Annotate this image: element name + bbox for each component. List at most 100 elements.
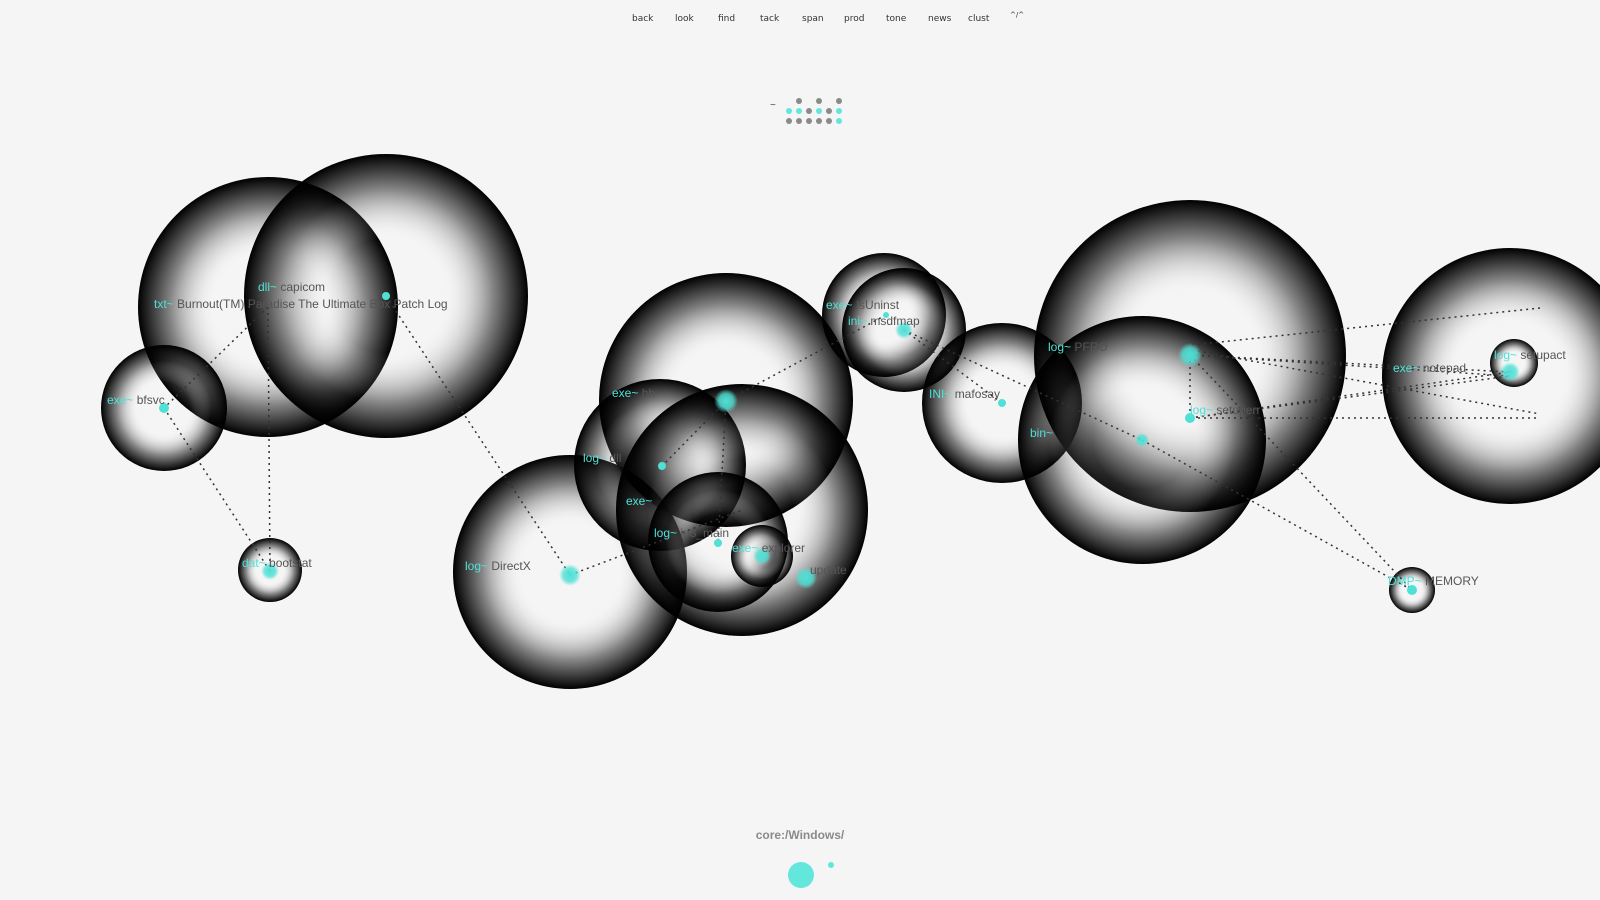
nav-clust[interactable]: clust xyxy=(968,14,990,24)
node-label-capicom[interactable]: dll~ capicom xyxy=(258,280,325,294)
core-node-small-icon[interactable] xyxy=(828,862,834,868)
link-capicom-directx xyxy=(385,295,571,576)
grid-dot[interactable] xyxy=(816,108,822,114)
node-label-bootstat[interactable]: dat~ bootstat xyxy=(242,556,312,570)
grid-dot[interactable] xyxy=(826,118,832,124)
node-label-msdfmap[interactable]: ini~ msdfmap xyxy=(848,314,920,328)
grid-dot[interactable] xyxy=(806,118,812,124)
node-dot-mafosay[interactable] xyxy=(998,399,1006,407)
node-dot-msdfmap[interactable] xyxy=(895,321,913,339)
node-label-setuperr[interactable]: log~ setuperr xyxy=(1190,403,1260,417)
node-ext: log~ xyxy=(1190,403,1216,417)
node-label-notepad[interactable]: exe~ notepad xyxy=(1393,361,1466,375)
node-dot-directx[interactable] xyxy=(559,564,581,586)
node-name: MEMORY xyxy=(1425,574,1479,588)
node-dot-memory[interactable] xyxy=(1407,585,1417,595)
node-dot-setupact[interactable] xyxy=(1500,362,1520,382)
grid-dot[interactable] xyxy=(796,108,802,114)
node-ext: ini~ xyxy=(848,314,870,328)
grid-dot[interactable] xyxy=(816,98,822,104)
node-label-isuninst[interactable]: exe~ IsUninst xyxy=(826,298,900,312)
nav-tack[interactable]: tack xyxy=(760,14,780,24)
node-name: msdfmap xyxy=(870,314,920,328)
node-dot-hh[interactable] xyxy=(714,389,738,413)
grid-dot[interactable] xyxy=(786,108,792,114)
node-ext: DMP~ xyxy=(1388,574,1425,588)
node-name: update xyxy=(810,563,847,577)
node-name: capicom xyxy=(280,280,325,294)
node-ext: log~ xyxy=(583,451,609,465)
node-dot-bootstat[interactable] xyxy=(261,562,279,580)
nav-news[interactable]: news xyxy=(928,14,952,24)
node-label-ie8_main[interactable]: log~ ie8_main xyxy=(654,526,729,540)
node-ext: bin~ xyxy=(1030,426,1053,440)
node-name: Burnout(TM) Paradise The Ultimate Box Pa… xyxy=(177,297,448,311)
node-dot-bin[interactable] xyxy=(1135,433,1149,447)
node-dot-bfsvc[interactable] xyxy=(159,403,169,413)
grid-dot[interactable] xyxy=(826,108,832,114)
node-ext: dll~ xyxy=(258,280,280,294)
core-node-icon[interactable] xyxy=(788,862,814,888)
node-label-setupact[interactable]: log~ setupact xyxy=(1494,348,1566,362)
node-name: notepad xyxy=(1423,361,1466,375)
node-name: ie8_main xyxy=(680,526,729,540)
link-line xyxy=(1191,349,1541,415)
node-dot-setuperr[interactable] xyxy=(1185,413,1195,423)
node-label-burnout[interactable]: txt~ Burnout(TM) Paradise The Ultimate B… xyxy=(154,297,448,311)
current-path: core:/Windows/ xyxy=(755,828,845,842)
node-dot-ie8_main[interactable] xyxy=(714,539,722,547)
node-dot-pfro[interactable] xyxy=(1178,343,1202,367)
node-dot-capicom[interactable] xyxy=(382,292,390,300)
node-dot-explorer[interactable] xyxy=(753,547,771,565)
grid-dot[interactable] xyxy=(786,118,792,124)
node-dot-update[interactable] xyxy=(795,567,817,589)
node-ext: txt~ xyxy=(154,297,177,311)
node-name: PFRO xyxy=(1074,340,1107,354)
node-label-exe_unnamed[interactable]: exe~ xyxy=(626,494,652,508)
node-name: setuperr xyxy=(1216,403,1260,417)
node-name: hh xyxy=(642,386,655,400)
nav-look[interactable]: look xyxy=(675,14,694,24)
node-label-memory[interactable]: DMP~ MEMORY xyxy=(1388,574,1479,588)
node-label-explorer[interactable]: exe~ explorer xyxy=(732,541,805,555)
node-label-mafosay[interactable]: INI~ mafosay xyxy=(929,387,1000,401)
node-ext: exe~ xyxy=(826,298,856,312)
node-label-directx[interactable]: log~ DirectX xyxy=(465,559,531,573)
link-line xyxy=(1191,307,1541,346)
node-label-hh[interactable]: exe~ hh xyxy=(612,386,655,400)
nav-extra[interactable]: ^/^ xyxy=(1010,11,1025,19)
node-ext: dat~ xyxy=(242,556,269,570)
grid-dot[interactable] xyxy=(816,118,822,124)
node-ext: exe~ xyxy=(626,494,652,508)
nav-span[interactable]: span xyxy=(802,14,824,24)
grid-dot[interactable] xyxy=(796,118,802,124)
node-sphere-notepad[interactable] xyxy=(1382,248,1600,504)
node-label-pfro[interactable]: log~ PFRO xyxy=(1048,340,1108,354)
node-ext: exe~ xyxy=(732,541,762,555)
node-ext: exe~ xyxy=(107,393,137,407)
node-label-update[interactable]: update xyxy=(810,563,847,577)
nav-back[interactable]: back xyxy=(632,14,654,24)
node-ext: exe~ xyxy=(612,386,642,400)
link-bfsvc-bootstat xyxy=(163,407,271,572)
grid-dot[interactable] xyxy=(796,98,802,104)
nav-tone[interactable]: tone xyxy=(886,14,907,24)
grid-dot[interactable] xyxy=(836,98,842,104)
nav-prod[interactable]: prod xyxy=(844,14,865,24)
node-ext: log~ xyxy=(654,526,680,540)
node-label-bfsvc[interactable]: exe~ bfsvc xyxy=(107,393,165,407)
node-markers: txt~ Burnout(TM) Paradise The Ultimate B… xyxy=(107,280,1566,595)
link-isuninst-hh xyxy=(725,314,887,402)
grid-dot[interactable] xyxy=(836,118,842,124)
node-dot-log_dll[interactable] xyxy=(658,462,666,470)
grid-dot[interactable] xyxy=(836,108,842,114)
node-ext: INI~ xyxy=(929,387,955,401)
node-label-log_dll[interactable]: log~ dll xyxy=(583,451,621,465)
node-dot-isuninst[interactable] xyxy=(883,312,889,318)
node-label-bin[interactable]: bin~ xyxy=(1030,426,1053,440)
grid-dot[interactable] xyxy=(806,108,812,114)
node-name: bootstat xyxy=(269,556,312,570)
nav-find[interactable]: find xyxy=(718,14,736,24)
dot-grid-widget[interactable]: ~ xyxy=(770,96,860,136)
